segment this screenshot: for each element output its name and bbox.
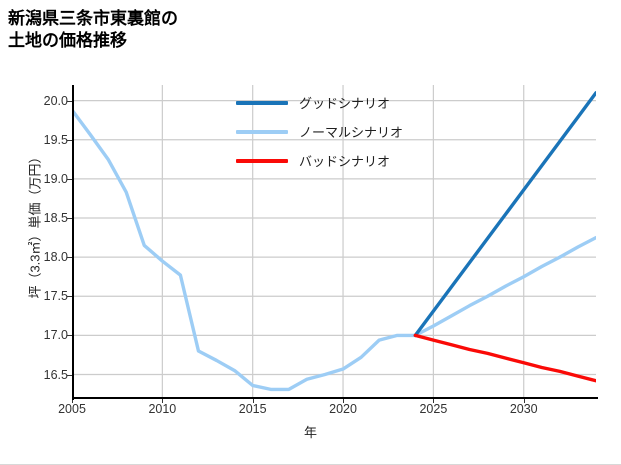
x-tick-mark (523, 399, 525, 403)
plot-area (72, 85, 596, 398)
series-line (413, 91, 596, 338)
data-series (72, 91, 596, 392)
x-tick-mark (343, 399, 345, 403)
y-tick-label: 19.5 (43, 132, 68, 147)
x-tick-label: 2030 (509, 402, 538, 416)
legend-swatch-icon (236, 129, 288, 134)
y-tick-label: 17.5 (43, 289, 68, 304)
legend-item[interactable]: バッドシナリオ (236, 146, 476, 175)
x-tick-mark (72, 399, 73, 403)
legend-item[interactable]: グッドシナリオ (236, 88, 476, 117)
legend-swatch-icon (236, 100, 288, 105)
legend-item-label: グッドシナリオ (299, 96, 391, 111)
chart-svg (72, 85, 596, 398)
legend-swatch-icon (236, 158, 288, 163)
y-tick-label: 17.0 (43, 328, 68, 343)
y-tick-mark (67, 296, 72, 298)
x-tick-mark (162, 399, 164, 403)
x-tick-label: 2025 (419, 402, 448, 416)
y-tick-mark (67, 257, 72, 259)
series-line (413, 333, 596, 383)
x-tick-label: 2010 (148, 402, 177, 416)
x-axis-label: 年 (303, 425, 317, 440)
y-tick-mark (67, 335, 72, 337)
x-axis-spine (72, 397, 598, 399)
y-axis-spine (72, 85, 74, 400)
y-tick-label: 16.5 (43, 367, 68, 382)
x-tick-label: 2005 (58, 402, 86, 416)
y-tick-mark (67, 139, 72, 141)
series-line (72, 108, 596, 392)
chart-legend: グッドシナリオ ノーマルシナリオ バッドシナリオ (236, 88, 476, 175)
y-tick-label: 19.0 (43, 171, 68, 186)
x-tick-label: 2015 (238, 402, 267, 416)
y-tick-mark (67, 100, 72, 102)
y-axis-tick-labels: 16.5 17.0 17.5 18.0 18.5 19.0 19.5 20.0 (20, 0, 68, 465)
y-axis-label: 坪（3.3㎡）単価（万円） (27, 150, 43, 299)
page-title: 新潟県三条市東裏館の 土地の価格推移 (8, 9, 178, 51)
y-tick-label: 18.0 (43, 250, 68, 265)
legend-item-label: ノーマルシナリオ (299, 125, 404, 140)
y-tick-mark (67, 178, 72, 180)
x-tick-mark (433, 399, 435, 403)
y-tick-mark (67, 374, 72, 376)
x-tick-mark (252, 399, 254, 403)
gridlines (72, 85, 596, 398)
y-tick-mark (67, 218, 72, 220)
x-tick-label: 2020 (329, 402, 357, 416)
y-tick-label: 18.5 (43, 211, 68, 226)
y-tick-label: 20.0 (43, 93, 68, 108)
legend-item-label: バッドシナリオ (299, 154, 391, 169)
legend-item[interactable]: ノーマルシナリオ (236, 117, 476, 146)
